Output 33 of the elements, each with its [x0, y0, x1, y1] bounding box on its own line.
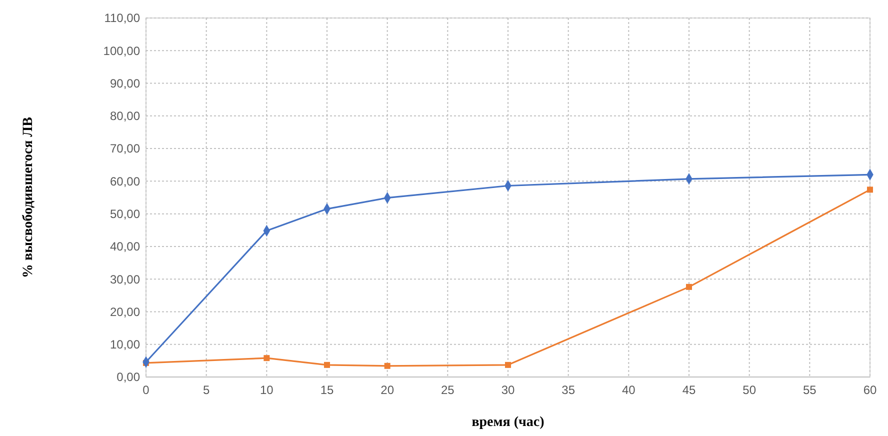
point	[384, 362, 390, 369]
x-tick-label: 60	[863, 383, 877, 397]
x-tick-label: 15	[320, 383, 334, 397]
y-tick-label: 30,00	[110, 272, 140, 286]
point	[324, 362, 330, 368]
x-tick-label: 35	[562, 383, 576, 397]
x-tick-label: 0	[142, 383, 150, 397]
x-tick-label: 30	[501, 383, 515, 397]
x-tick-label: 25	[440, 383, 455, 397]
y-tick-label: 100,00	[103, 44, 140, 58]
y-tick-label: 40,00	[110, 240, 140, 254]
y-tick-label: 70,00	[110, 142, 140, 156]
x-tick-label: 5	[202, 383, 210, 397]
y-tick-label: 80,00	[110, 109, 140, 124]
y-tick-label: 90,00	[110, 76, 140, 90]
point	[686, 284, 692, 290]
x-axis-title: время (час)	[472, 415, 545, 430]
x-tick-label: 45	[682, 383, 696, 397]
y-tick-label: 110,00	[104, 11, 140, 26]
y-tick-label: 10,00	[110, 338, 140, 352]
x-tick-label: 50	[742, 383, 756, 397]
point	[867, 186, 873, 193]
x-tick-label: 20	[380, 383, 394, 397]
x-tick-label: 40	[622, 383, 636, 397]
point	[264, 355, 270, 362]
y-tick-label: 20,00	[110, 304, 140, 319]
y-tick-label: 0,00	[116, 370, 140, 384]
x-tick-label: 10	[260, 383, 274, 397]
x-tick-label: 55	[802, 383, 817, 397]
y-tick-label: 60,00	[110, 174, 140, 188]
y-axis-title: % высвободившегося ЛВ	[21, 117, 36, 278]
point	[505, 362, 511, 368]
y-tick-label: 50,00	[110, 207, 140, 222]
